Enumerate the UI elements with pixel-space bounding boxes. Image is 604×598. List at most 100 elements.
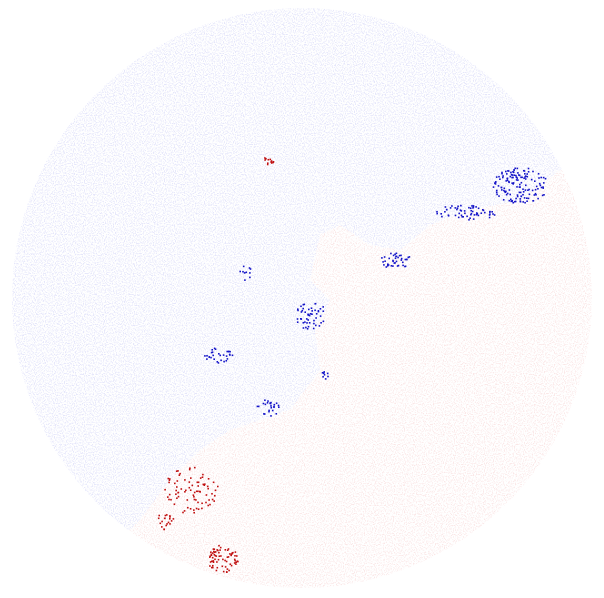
negative-polarity-spot	[297, 308, 299, 310]
positive-polarity-spot	[184, 479, 186, 481]
negative-polarity-spot	[313, 322, 315, 325]
positive-polarity-spot	[169, 478, 171, 480]
positive-polarity-spot	[186, 499, 189, 501]
negative-polarity-spot	[464, 212, 466, 215]
negative-polarity-spot	[516, 186, 518, 188]
positive-polarity-spot	[211, 498, 214, 501]
positive-polarity-spot	[217, 558, 220, 561]
negative-polarity-spot	[395, 260, 398, 263]
positive-polarity-spot	[225, 560, 228, 563]
negative-polarity-spot	[543, 194, 545, 196]
negative-polarity-spot	[519, 183, 521, 186]
negative-polarity-spot	[394, 253, 396, 256]
negative-polarity-spot	[472, 205, 475, 207]
negative-polarity-spot	[462, 216, 464, 218]
negative-polarity-spot	[472, 218, 475, 220]
negative-polarity-spot	[482, 209, 485, 212]
negative-polarity-spot	[223, 360, 225, 363]
negative-polarity-spot	[324, 378, 327, 380]
negative-polarity-spot	[440, 213, 442, 215]
negative-polarity-spot	[383, 256, 386, 258]
positive-polarity-spot	[167, 521, 170, 524]
negative-polarity-spot	[540, 176, 542, 179]
negative-polarity-spot	[267, 400, 269, 402]
positive-polarity-spot	[169, 518, 171, 520]
negative-polarity-spot	[532, 170, 534, 173]
negative-polarity-spot	[392, 260, 394, 263]
positive-polarity-spot	[159, 522, 162, 525]
negative-polarity-spot	[498, 175, 500, 178]
negative-polarity-spot	[514, 167, 516, 170]
negative-polarity-spot	[327, 375, 329, 378]
positive-polarity-spot	[220, 555, 222, 557]
positive-polarity-spot	[215, 555, 218, 557]
positive-polarity-spot	[218, 555, 221, 557]
negative-polarity-spot	[309, 313, 312, 315]
negative-polarity-spot	[263, 413, 265, 415]
positive-polarity-spot	[176, 497, 178, 499]
negative-polarity-spot	[400, 257, 403, 260]
positive-polarity-spot	[177, 470, 179, 472]
positive-polarity-spot	[175, 489, 177, 492]
negative-polarity-spot	[408, 256, 411, 258]
negative-polarity-spot	[527, 189, 529, 191]
negative-polarity-spot	[308, 308, 310, 311]
positive-polarity-spot	[158, 514, 160, 517]
negative-polarity-spot	[318, 325, 321, 327]
negative-polarity-spot	[520, 181, 523, 184]
positive-polarity-spot	[157, 517, 160, 520]
negative-polarity-spot	[515, 176, 518, 178]
negative-polarity-spot	[460, 210, 463, 212]
positive-polarity-spot	[196, 481, 199, 484]
negative-polarity-spot	[217, 362, 220, 364]
negative-polarity-spot	[502, 176, 504, 179]
negative-polarity-spot	[526, 197, 528, 199]
negative-polarity-spot	[323, 374, 326, 376]
positive-polarity-spot	[234, 559, 236, 562]
negative-polarity-spot	[390, 252, 392, 255]
negative-polarity-spot	[537, 173, 540, 175]
positive-polarity-spot	[212, 548, 215, 550]
positive-polarity-spot	[197, 481, 200, 484]
negative-polarity-spot	[472, 207, 474, 209]
negative-polarity-spot	[524, 173, 526, 175]
negative-polarity-spot	[496, 193, 498, 196]
negative-polarity-spot	[510, 171, 512, 174]
positive-polarity-spot	[190, 477, 192, 479]
negative-polarity-spot	[211, 349, 213, 351]
negative-polarity-spot	[404, 265, 406, 268]
negative-polarity-spot	[311, 310, 313, 312]
negative-polarity-spot	[527, 197, 530, 200]
positive-polarity-spot	[264, 157, 266, 159]
positive-polarity-spot	[212, 564, 214, 567]
positive-polarity-spot	[236, 555, 238, 557]
negative-polarity-spot	[225, 355, 228, 357]
positive-polarity-spot	[215, 569, 218, 572]
positive-polarity-spot	[170, 520, 173, 522]
positive-polarity-spot	[213, 500, 215, 502]
positive-polarity-spot	[206, 485, 209, 488]
negative-polarity-spot	[509, 175, 512, 178]
negative-polarity-spot	[538, 177, 540, 179]
positive-polarity-spot	[237, 560, 239, 563]
negative-polarity-spot	[306, 318, 308, 320]
negative-polarity-spot	[542, 186, 544, 188]
negative-polarity-spot	[461, 216, 463, 218]
positive-polarity-spot	[209, 555, 212, 557]
positive-polarity-spot	[269, 158, 272, 161]
negative-polarity-spot	[275, 413, 278, 415]
positive-polarity-spot	[229, 563, 232, 565]
negative-polarity-spot	[495, 176, 498, 178]
negative-polarity-spot	[322, 376, 324, 378]
negative-polarity-spot	[275, 402, 278, 404]
negative-polarity-spot	[518, 174, 520, 176]
positive-polarity-spot	[222, 558, 224, 561]
positive-polarity-spot	[197, 490, 199, 493]
negative-polarity-spot	[400, 259, 403, 261]
negative-polarity-spot	[471, 210, 474, 213]
negative-polarity-spot	[523, 177, 525, 179]
positive-polarity-spot	[213, 550, 215, 553]
positive-polarity-spot	[164, 514, 167, 517]
negative-polarity-spot	[208, 356, 210, 358]
positive-polarity-spot	[174, 482, 176, 485]
